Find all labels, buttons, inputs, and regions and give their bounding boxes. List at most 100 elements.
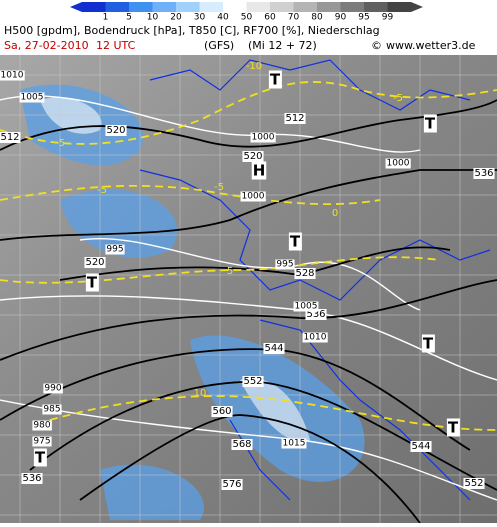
pressure-label: 1000 [252, 133, 275, 143]
center: T [423, 335, 434, 353]
temperature-label: -5 [97, 185, 107, 196]
map-area: TTTTTTTH52052051252052853654455256056857… [0, 55, 497, 524]
label-background [268, 70, 282, 89]
label-background [0, 132, 21, 143]
temperature-label: -5 [214, 182, 224, 193]
time: 12 UTC [96, 39, 136, 52]
label-background [33, 448, 47, 467]
colorbar-arrow [70, 2, 82, 12]
label-background [305, 309, 327, 320]
pressure-label: 1005 [21, 93, 44, 103]
coastlines [139, 59, 491, 501]
colorbar-segment [270, 2, 294, 12]
colorbar-label: 1 [103, 13, 109, 23]
label-background [221, 479, 243, 490]
colorbar-segment [246, 2, 270, 12]
pressure-label: 995 [276, 260, 293, 270]
pressure-label: 1005 [295, 302, 318, 312]
label-background [0, 70, 25, 81]
colorbar: 1 5 10 20 30 40 50 60 70 80 90 95 99 [70, 2, 423, 23]
label-background [43, 383, 63, 394]
height-label: 544 [411, 441, 430, 452]
label-background [32, 436, 52, 447]
temperature-label: -5 [393, 93, 403, 104]
label-background [240, 191, 266, 202]
center: T [87, 274, 98, 292]
height-label: 544 [264, 343, 283, 354]
height-label: 576 [222, 479, 241, 490]
model: (GFS) [204, 39, 234, 52]
height-label: 568 [232, 439, 251, 450]
label-background [242, 376, 264, 387]
label-background [211, 406, 233, 417]
pressure-label: 975 [33, 437, 50, 447]
colorbar-segment [387, 2, 411, 12]
label-background [281, 438, 307, 449]
label-background [473, 168, 495, 179]
label-background [302, 332, 328, 343]
height-label: 528 [295, 268, 314, 279]
colorbar-label: 99 [382, 13, 394, 23]
label-background [42, 404, 62, 415]
height-label: 552 [464, 478, 483, 489]
label-background [421, 334, 435, 353]
temperature-label: 5 [227, 266, 233, 277]
height-label: 536 [474, 168, 493, 179]
height-label: 512 [0, 132, 19, 143]
colorbar-label: 5 [126, 13, 132, 23]
temperature-label: 10 [194, 388, 207, 399]
label-background [19, 92, 45, 103]
label-background [105, 244, 125, 255]
label-background [410, 441, 432, 452]
pressure-label: 980 [33, 421, 50, 431]
height-label: 536 [22, 473, 41, 484]
colorbar-label: 60 [264, 13, 276, 23]
center: T [448, 419, 459, 437]
colorbar-label: 80 [311, 13, 323, 23]
center: T [270, 71, 281, 89]
label-background [263, 343, 285, 354]
colorbar-label: 70 [288, 13, 300, 23]
pressure-label: 1010 [304, 333, 327, 343]
pressure-label: 1000 [387, 159, 410, 169]
label-background [251, 161, 267, 180]
colorbar-segment [223, 2, 247, 12]
colorbar-label: 10 [147, 13, 159, 23]
colorbar-segment [82, 2, 106, 12]
colorbar-arrow [411, 2, 423, 12]
pressure-label: 985 [43, 405, 60, 415]
temperature-label: -10 [246, 61, 262, 72]
label-background [105, 125, 127, 136]
label-background [446, 418, 460, 437]
label-background [294, 268, 316, 279]
colorbar-label: 30 [194, 13, 206, 23]
label-background [284, 113, 306, 124]
height-label: 512 [285, 113, 304, 124]
isotherms [0, 81, 497, 431]
colorbar-segment [317, 2, 341, 12]
pressure-label: 990 [44, 384, 61, 394]
label-background [423, 114, 437, 133]
pressure-label: 995 [106, 245, 123, 255]
height-label: 560 [212, 406, 231, 417]
height-label: 552 [243, 376, 262, 387]
label-background [242, 151, 264, 162]
copyright: © [371, 39, 382, 52]
colorbar-label: 40 [217, 13, 229, 23]
height-label: 520 [85, 257, 104, 268]
center: T [425, 115, 436, 133]
colorbar-label: 20 [170, 13, 182, 23]
label-background [231, 439, 253, 450]
colorbar-label: 50 [241, 13, 253, 23]
site: www.wetter3.de [386, 39, 476, 52]
temperature-label: -5 [55, 138, 65, 149]
run: (Mi 12 + 72) [248, 39, 317, 52]
colorbar-segment [176, 2, 200, 12]
colorbar-segment [152, 2, 176, 12]
height-label: 520 [106, 125, 125, 136]
temperature-label: 0 [332, 208, 338, 219]
date: Sa, 27-02-2010 [4, 39, 89, 52]
center: H [253, 162, 266, 180]
height-label: 520 [243, 151, 262, 162]
